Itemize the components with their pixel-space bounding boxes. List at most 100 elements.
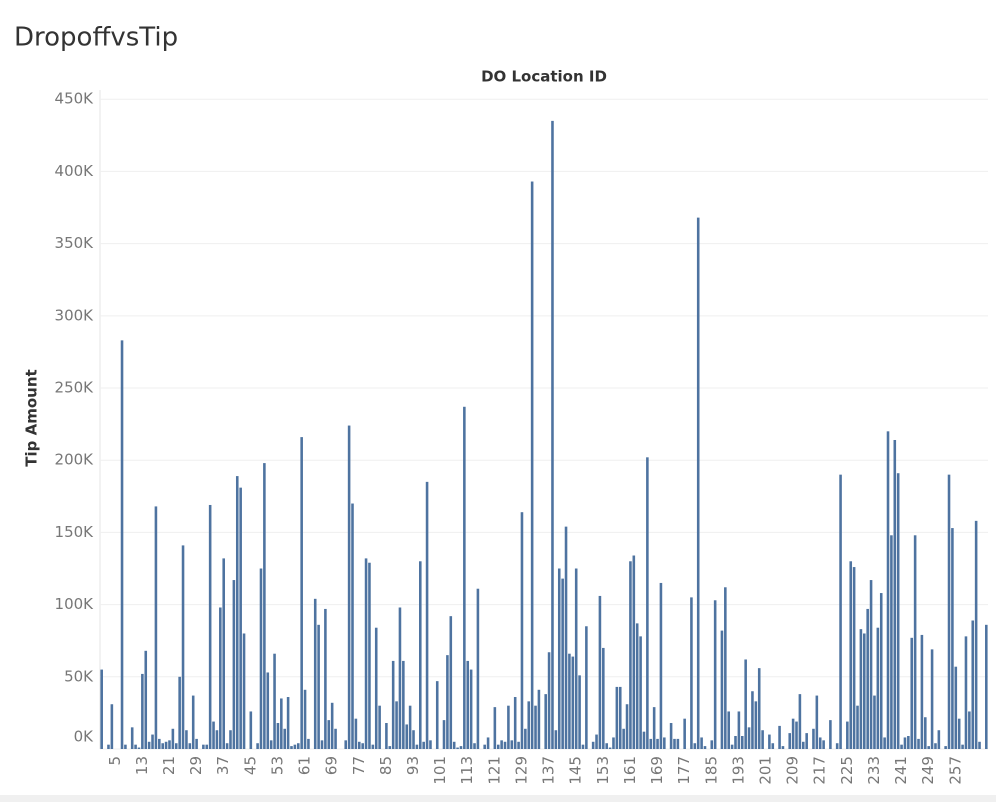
bar [544,694,547,749]
bar [740,736,744,749]
bar [771,743,775,749]
x-tick-label: 217 [811,756,829,785]
bar [883,737,886,749]
chart-title: DropoffvsTip [14,23,178,53]
bar [615,686,619,749]
x-tick-label: 85 [377,756,395,775]
bar [144,650,148,749]
x-tick-label: 13 [133,756,151,775]
bar [930,649,934,749]
bar [503,741,507,749]
bar [361,743,364,749]
bar [456,747,459,749]
x-tick-label: 177 [675,756,693,785]
bar [442,720,446,749]
y-axis-title: Tip Amount [23,369,41,466]
bar [669,723,673,749]
bar [971,620,975,749]
bar [473,743,476,749]
bar [354,718,358,749]
bar [639,636,642,749]
bar [663,737,666,749]
bar [757,668,761,749]
x-tick-label: 101 [431,756,449,785]
bar [846,721,849,749]
bar [781,746,785,749]
bar [985,624,988,749]
bar [893,439,897,749]
bar [730,744,734,749]
bar [351,503,354,749]
bar [913,535,917,749]
x-tick-label: 37 [214,756,232,775]
bar [276,723,280,749]
bar [171,728,175,749]
bar [324,608,327,749]
x-tick-label: 121 [485,756,503,785]
y-tick-label: 250K [55,379,95,397]
y-tick-label: 0K [74,728,95,746]
bar [374,627,378,749]
bar [788,733,792,749]
bar [554,730,558,749]
bar [483,744,486,749]
bar [798,694,802,749]
bar [727,711,731,749]
bar [961,744,964,749]
x-tick-label: 201 [757,756,775,785]
bar [368,562,371,749]
x-tick-label: 29 [187,756,205,775]
x-tick-label: 45 [241,756,259,775]
bar [229,730,232,749]
y-tick-label: 400K [55,162,95,180]
bar [754,701,758,749]
bar [693,743,697,749]
bar [900,744,903,749]
bar [761,730,764,749]
bar [320,740,324,749]
bar [344,740,348,749]
bar [296,743,300,749]
x-tick-label: 137 [540,756,558,785]
bar [517,741,520,749]
bar [561,578,564,749]
bar [459,746,463,749]
bar [605,743,608,749]
bar [835,743,839,749]
bar [954,666,958,749]
bar [744,659,747,749]
y-tick-label: 150K [55,523,95,541]
bar [815,695,819,749]
bar [185,730,188,749]
bar [876,627,880,749]
y-tick-label: 50K [64,667,94,685]
bar [581,744,585,749]
bar [602,647,605,749]
bar [446,655,449,749]
bar [219,607,222,749]
x-tick-label: 185 [702,756,720,785]
x-axis-title: DO Location ID [481,68,607,86]
bar [622,728,625,749]
bar [957,718,961,749]
bar [778,725,781,749]
bar [137,747,141,749]
bar [520,512,524,749]
bar [273,653,276,749]
bar [805,733,808,749]
bar [300,437,303,749]
bar [585,626,588,749]
bar [452,741,456,749]
bar [571,656,575,749]
bar [100,669,103,749]
bar [330,702,334,749]
bar [371,744,375,749]
bar [974,520,978,749]
x-tick-label: 113 [458,756,476,785]
bar [212,721,215,749]
bar [822,740,825,749]
bar [703,746,707,749]
bar [507,705,510,749]
bar [656,738,659,749]
bar [737,711,741,749]
